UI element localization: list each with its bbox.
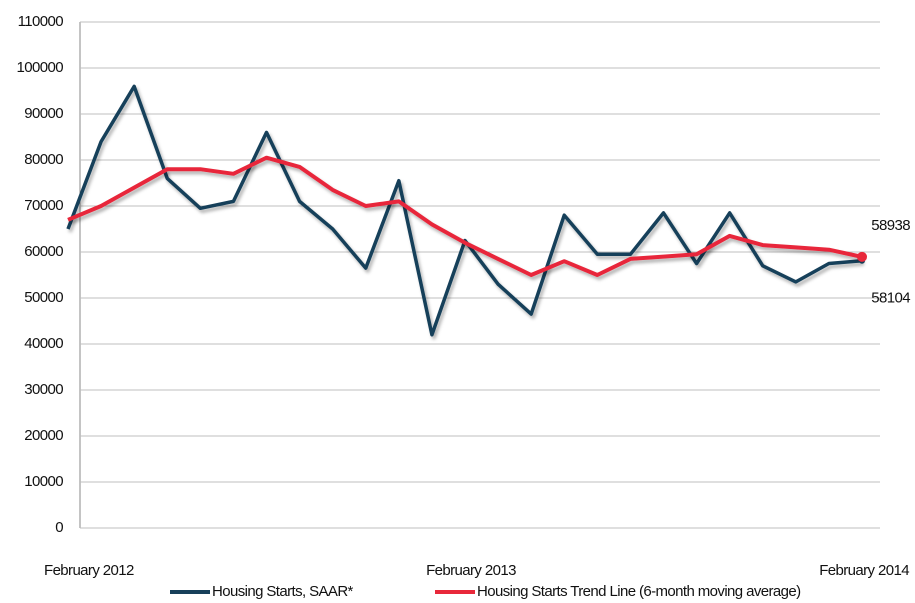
y-tick-label: 40000 [24, 335, 63, 352]
y-tick-label: 60000 [24, 243, 63, 260]
x-tick-label: February 2014 [819, 562, 909, 579]
y-tick-label: 50000 [24, 289, 63, 306]
y-tick-label: 0 [55, 519, 63, 536]
y-tick-label: 110000 [18, 13, 64, 30]
series-line [67, 155, 863, 277]
series-line [66, 84, 863, 337]
y-tick-label: 20000 [24, 427, 63, 444]
y-tick-label: 70000 [24, 197, 63, 214]
x-tick-label: February 2012 [44, 562, 134, 579]
end-point [857, 251, 867, 262]
data-label: 58104 [871, 290, 910, 307]
data-label: 58938 [871, 217, 910, 234]
y-tick-label: 10000 [24, 473, 63, 490]
x-tick-label: February 2013 [426, 562, 516, 579]
legend-label: Housing Starts Trend Line (6-month movin… [477, 583, 801, 600]
y-tick-label: 90000 [24, 105, 63, 122]
legend-label: Housing Starts, SAAR* [212, 583, 354, 600]
y-tick-label: 100000 [17, 59, 64, 76]
y-tick-label: 80000 [24, 151, 63, 168]
y-tick-label: 30000 [24, 381, 63, 398]
